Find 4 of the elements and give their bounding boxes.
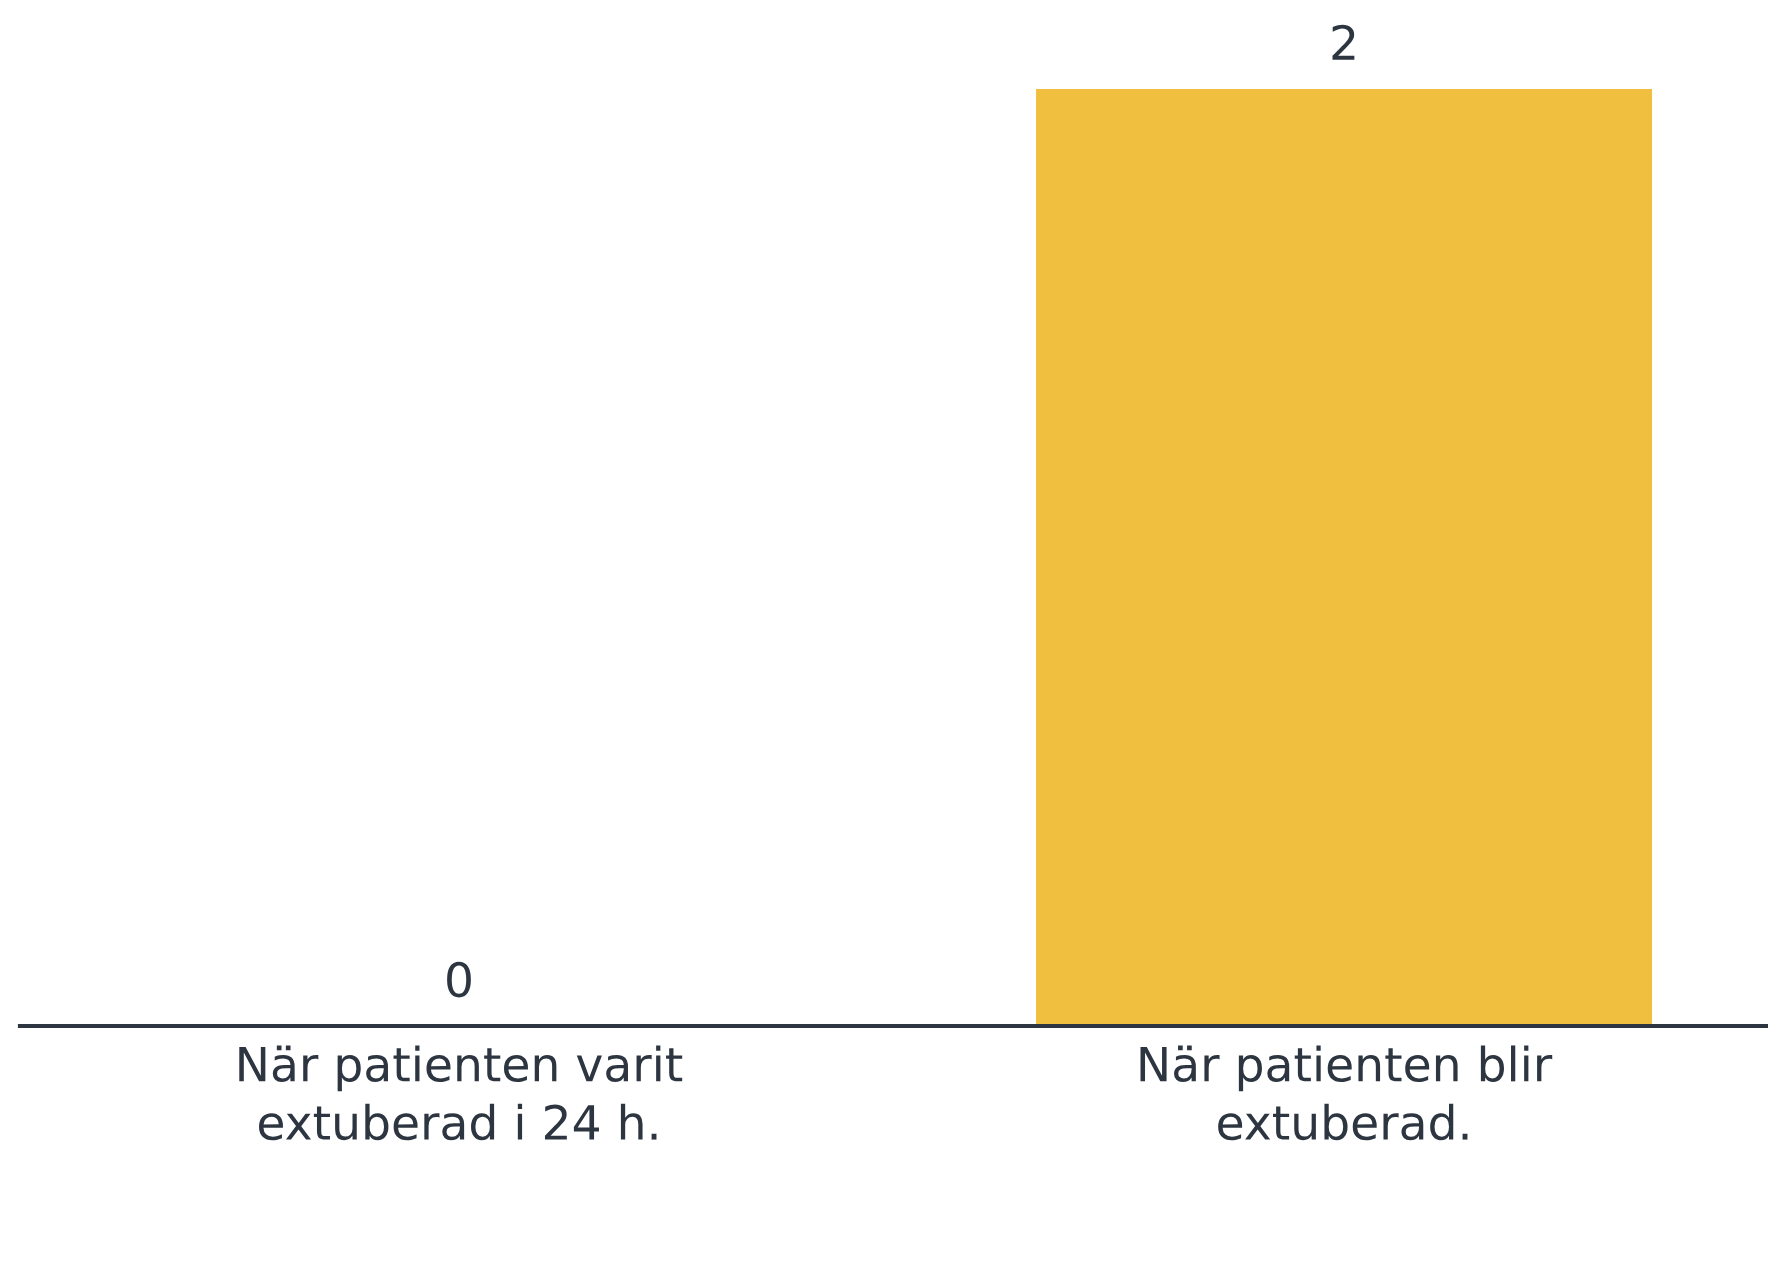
data-label: 2 [1332, 24, 1355, 60]
x-tick-label: När patienten blir extuberad. [1140, 1045, 1553, 1141]
data-label: 0 [447, 961, 471, 998]
x-tick-label: När patienten varit extuberad i 24 h. [239, 1045, 683, 1141]
